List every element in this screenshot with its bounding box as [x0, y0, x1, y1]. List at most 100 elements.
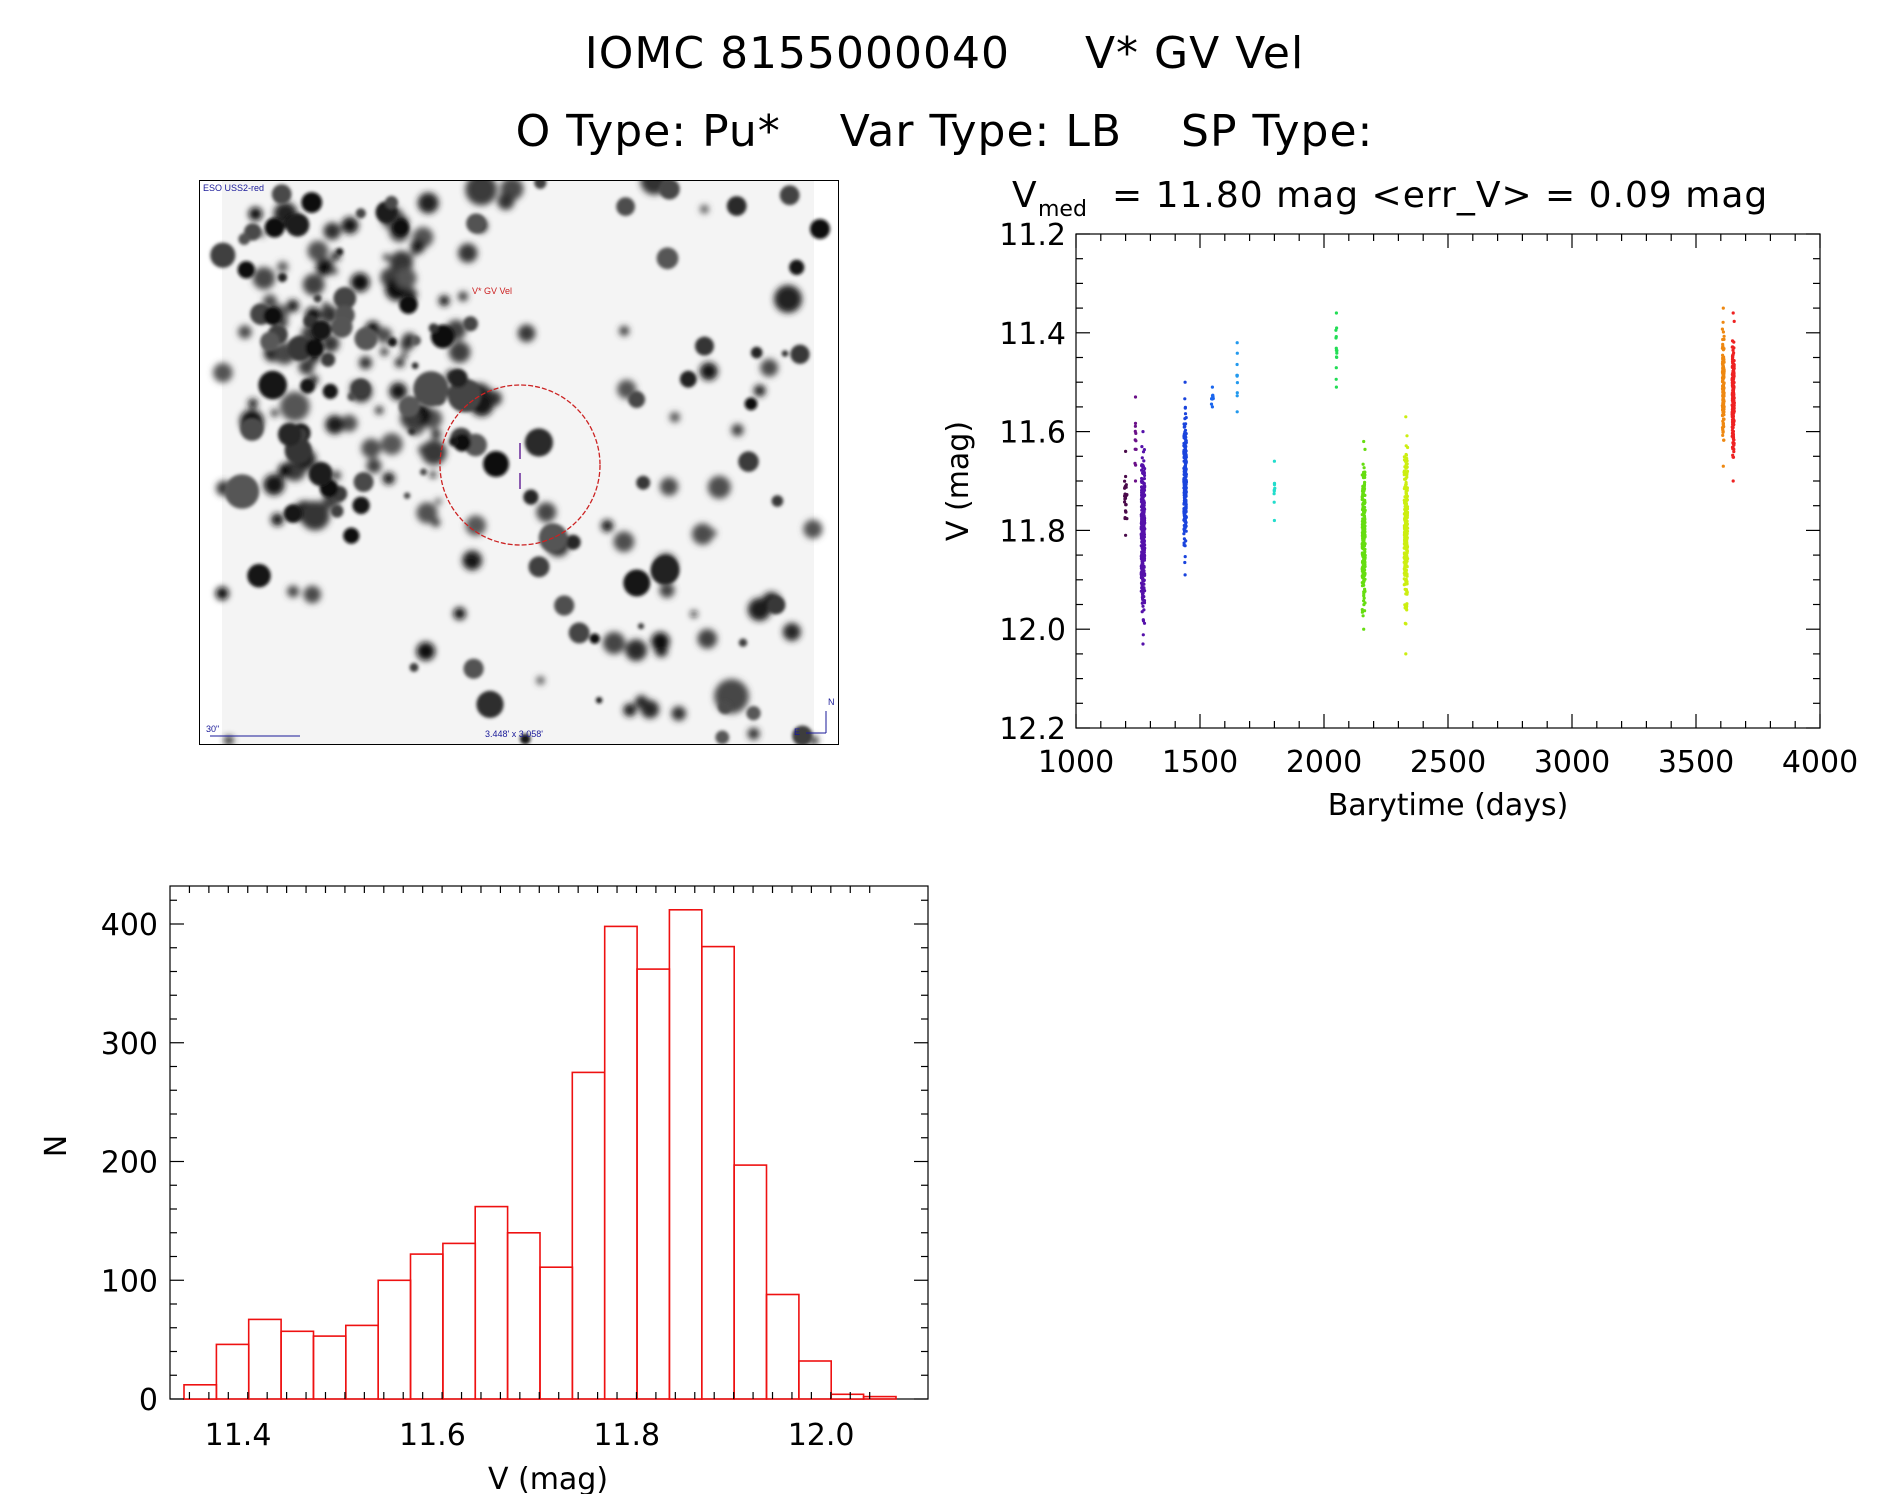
star: [781, 350, 789, 357]
data-point: [1403, 525, 1407, 529]
star: [636, 475, 651, 490]
star: [738, 451, 759, 472]
star: [248, 207, 263, 221]
star: [403, 492, 411, 500]
star: [463, 658, 484, 679]
star: [359, 356, 372, 370]
data-point: [1182, 425, 1186, 429]
star: [354, 327, 378, 351]
data-point: [1134, 431, 1138, 435]
data-point: [1235, 351, 1239, 355]
data-point: [1404, 415, 1408, 419]
x-tick-label: 1500: [1162, 745, 1238, 780]
data-point: [1235, 341, 1239, 345]
scale-label: 30": [206, 724, 220, 734]
data-point: [1334, 346, 1338, 350]
data-point: [1405, 602, 1409, 606]
star: [322, 302, 329, 309]
target-star: [483, 451, 509, 477]
data-point: [1363, 480, 1367, 484]
data-point: [1141, 430, 1145, 434]
histogram-bar: [280, 1330, 315, 1400]
data-point: [1124, 449, 1128, 453]
data-point: [1272, 518, 1276, 523]
star: [613, 531, 635, 553]
star: [738, 638, 748, 647]
star: [465, 515, 487, 536]
star: [623, 569, 651, 597]
north-label: N: [828, 697, 835, 707]
data-point: [1722, 399, 1726, 403]
histogram-bar: [668, 908, 703, 1400]
chart-title-line-2: O Type: Pu* Var Type: LB SP Type:: [0, 106, 1889, 157]
star: [431, 428, 442, 440]
star: [789, 259, 805, 275]
data-point: [1133, 395, 1138, 399]
data-point: [1140, 456, 1144, 460]
data-point: [1731, 389, 1735, 393]
data-point: [1362, 558, 1366, 562]
star: [307, 240, 329, 262]
star: [771, 495, 784, 507]
data-point: [1141, 466, 1145, 470]
star: [224, 735, 234, 744]
light-curve-plot: V med = 11.80 mag <err_V> = 0.09 mag 100…: [941, 175, 1858, 823]
data-point: [1183, 417, 1187, 421]
data-point: [1142, 459, 1146, 463]
data-point: [1142, 530, 1146, 534]
data-point: [1731, 348, 1735, 352]
data-point: [1184, 479, 1188, 483]
star: [792, 725, 813, 744]
data-point: [1140, 476, 1144, 481]
star: [634, 695, 648, 709]
y-tick-label: 200: [101, 1146, 158, 1181]
data-point: [1732, 368, 1736, 372]
x-tick-label: 2000: [1286, 745, 1362, 780]
data-point: [1182, 537, 1186, 541]
histogram-bar: [636, 968, 671, 1400]
data-point: [1404, 592, 1409, 596]
star: [421, 439, 447, 466]
star: [466, 213, 487, 234]
data-point: [1362, 483, 1366, 487]
star: [448, 436, 459, 447]
star: [283, 504, 303, 523]
data-point: [1140, 568, 1144, 572]
data-point: [1405, 580, 1409, 584]
star: [302, 273, 325, 296]
data-point: [1363, 493, 1367, 497]
star: [410, 238, 425, 254]
data-point: [1362, 508, 1366, 512]
data-point: [1732, 392, 1736, 396]
data-point: [1362, 627, 1366, 631]
star: [323, 222, 341, 240]
data-point: [1182, 483, 1186, 487]
star: [238, 233, 250, 245]
star: [375, 406, 384, 415]
data-point: [1360, 610, 1364, 614]
data-point: [1124, 483, 1128, 487]
histogram-bar: [247, 1318, 282, 1400]
star: [387, 337, 398, 347]
y-tick-label: 300: [101, 1027, 158, 1062]
star: [330, 267, 338, 275]
data-point: [1404, 452, 1408, 457]
data-point: [1403, 606, 1407, 610]
data-point: [1360, 575, 1365, 579]
data-point: [1732, 450, 1736, 454]
data-point: [1731, 379, 1735, 383]
star: [565, 534, 581, 550]
data-point: [1123, 509, 1128, 513]
y-tick-label: 400: [101, 908, 158, 943]
star: [330, 316, 353, 338]
data-point: [1140, 554, 1144, 558]
data-point: [1363, 447, 1367, 451]
star: [458, 291, 468, 302]
histogram-bar: [539, 1266, 574, 1400]
data-point: [1141, 604, 1145, 608]
star: [286, 299, 300, 313]
star: [315, 258, 334, 276]
star: [413, 371, 449, 407]
data-point: [1362, 466, 1366, 470]
star: [224, 474, 260, 509]
